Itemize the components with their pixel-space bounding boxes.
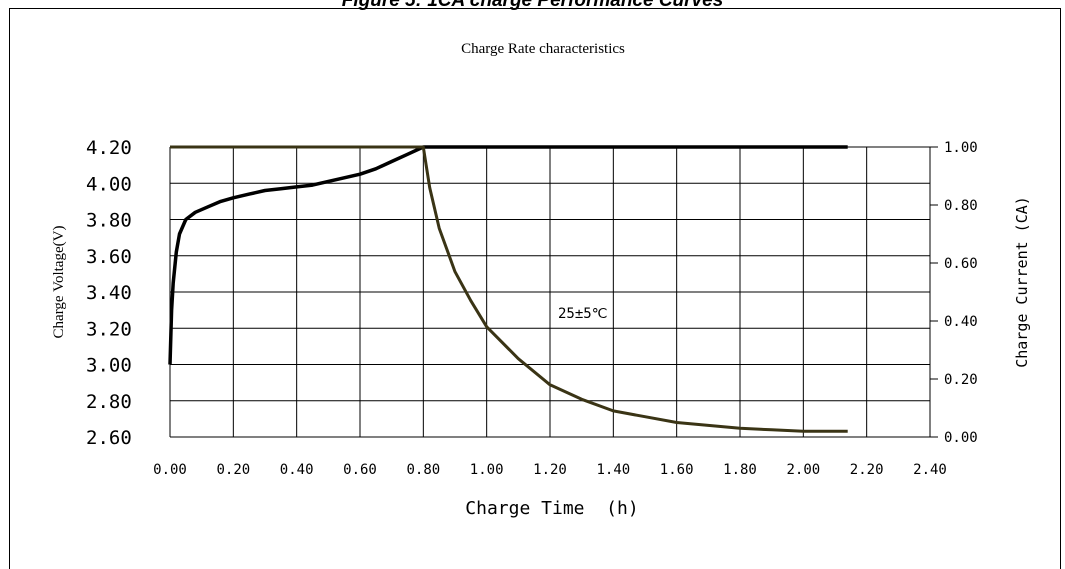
x-tick-label: 1.00 bbox=[470, 462, 504, 478]
left-y-tick-label: 3.20 bbox=[86, 318, 132, 340]
figure-caption: Figure 5: 1CA charge Performance Curves bbox=[341, 0, 724, 11]
x-tick-label: 0.20 bbox=[216, 462, 250, 478]
left-y-tick-label: 4.20 bbox=[86, 137, 132, 159]
current-series-line bbox=[170, 145, 848, 433]
x-tick-label: 0.60 bbox=[343, 462, 377, 478]
right-y-tick-label: 0.80 bbox=[944, 198, 978, 214]
right-y-tick-label: 0.20 bbox=[944, 372, 978, 388]
figure-frame bbox=[9, 8, 1061, 569]
x-tick-label: 0.00 bbox=[153, 462, 187, 478]
x-tick-labels: 0.00 0.20 0.40 0.60 0.80 1.00 1.20 1.40 1.60 1.80… bbox=[153, 462, 947, 478]
right-y-tick-label: 0.60 bbox=[944, 256, 978, 272]
x-axis-label: Charge Time (h) bbox=[465, 498, 638, 519]
chart-title: Charge Rate characteristics bbox=[461, 41, 625, 57]
x-tick-label: 2.20 bbox=[850, 462, 884, 478]
x-tick-label: 0.40 bbox=[280, 462, 314, 478]
x-tick-label: 2.40 bbox=[913, 462, 947, 478]
left-y-tick-label: 4.00 bbox=[86, 173, 132, 195]
left-y-tick-labels: 2.60 2.80 3.00 3.20 3.40 3.60 3.80 4.00 4.20 bbox=[86, 137, 132, 449]
left-y-tick-label: 2.80 bbox=[86, 391, 132, 413]
annotation-temperature: 25±5℃ bbox=[558, 306, 607, 322]
right-y-axis-label: Charge Current (CA) bbox=[1013, 196, 1031, 368]
x-tick-label: 1.80 bbox=[723, 462, 757, 478]
right-y-tick-label: 0.40 bbox=[944, 314, 978, 330]
x-tick-label: 0.80 bbox=[406, 462, 440, 478]
charge-rate-chart: Charge Rate characteristics 0.00 0.20 0.40… bbox=[51, 41, 1031, 519]
series-lines bbox=[168, 145, 848, 433]
x-tick-label: 1.60 bbox=[660, 462, 694, 478]
voltage-series-line bbox=[168, 145, 848, 365]
x-tick-label: 1.40 bbox=[596, 462, 630, 478]
left-y-tick-label: 3.60 bbox=[86, 246, 132, 268]
left-y-tick-label: 2.60 bbox=[86, 427, 132, 449]
right-y-tick-labels: 0.00 0.20 0.40 0.60 0.80 1.00 bbox=[944, 140, 978, 446]
left-y-tick-label: 3.00 bbox=[86, 355, 132, 377]
grid-lines bbox=[169, 146, 938, 438]
left-y-axis-label: Charge Voltage(V) bbox=[51, 226, 67, 339]
left-y-tick-label: 3.80 bbox=[86, 210, 132, 232]
right-y-tick-label: 0.00 bbox=[944, 430, 978, 446]
x-tick-label: 1.20 bbox=[533, 462, 567, 478]
right-y-tick-label: 1.00 bbox=[944, 140, 978, 156]
x-tick-label: 2.00 bbox=[786, 462, 820, 478]
left-y-tick-label: 3.40 bbox=[86, 282, 132, 304]
